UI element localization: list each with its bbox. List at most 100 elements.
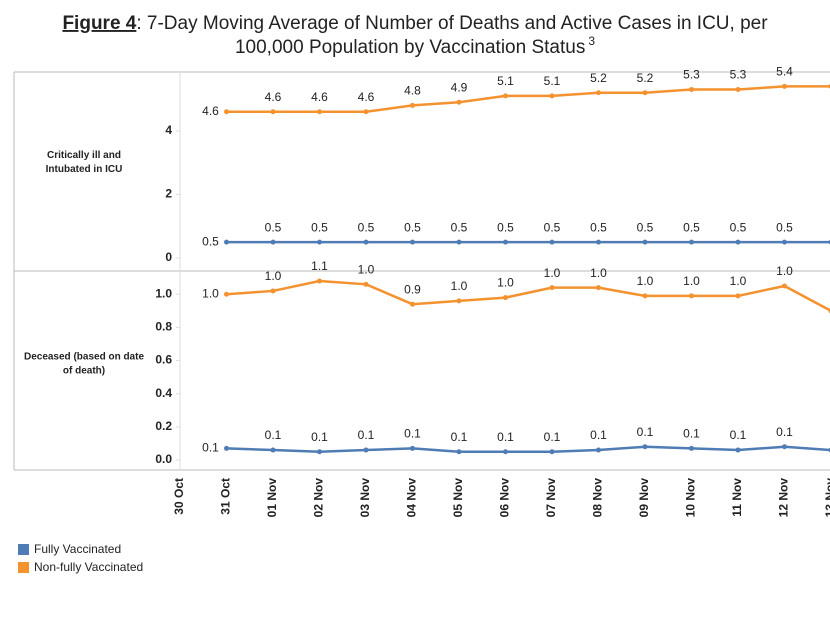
data-point — [363, 281, 369, 287]
data-label: 0.1 — [544, 430, 561, 444]
data-label: 5.2 — [590, 71, 607, 85]
data-label: 0.5 — [404, 220, 421, 234]
y-axis-label-line: Intubated in ICU — [46, 164, 123, 175]
legend-label: Fully Vaccinated — [34, 542, 121, 556]
data-label: 5.3 — [683, 68, 700, 82]
data-point — [596, 90, 601, 96]
x-tick-label: 05 Nov — [451, 478, 465, 518]
data-point — [782, 444, 787, 450]
data-label: 1.0 — [451, 279, 468, 293]
data-label: 4.6 — [358, 90, 375, 104]
data-point — [317, 109, 322, 115]
data-point — [456, 99, 462, 105]
data-label: 5.4 — [776, 65, 793, 79]
data-label: 0.1 — [358, 428, 375, 442]
data-label: 0.5 — [358, 220, 375, 234]
data-point — [317, 278, 322, 284]
data-point — [317, 449, 322, 455]
x-tick-label: 06 Nov — [498, 478, 512, 518]
y-tick-label: 0.8 — [155, 320, 172, 334]
y-tick-label: 4 — [165, 123, 172, 137]
figure-number: Figure 4 — [62, 13, 136, 34]
data-label: 1.0 — [358, 262, 375, 276]
data-label: 1.0 — [590, 266, 607, 280]
y-tick-label: 0.4 — [155, 386, 172, 400]
y-tick-label: 0.6 — [155, 353, 172, 367]
data-label: 0.5 — [544, 220, 561, 234]
data-point — [270, 288, 276, 294]
data-point — [224, 239, 229, 245]
data-point — [642, 293, 648, 299]
data-point — [503, 93, 508, 99]
data-point — [549, 449, 555, 455]
data-point — [224, 291, 229, 297]
data-point — [503, 449, 508, 455]
data-label: 4.6 — [202, 104, 219, 118]
data-label: 4.6 — [311, 90, 328, 104]
data-point — [270, 239, 276, 245]
data-point — [596, 285, 601, 291]
x-tick-label: 07 Nov — [544, 478, 558, 518]
data-point — [503, 239, 508, 245]
data-label: 0.1 — [730, 428, 747, 442]
data-point — [549, 285, 555, 291]
data-point — [782, 83, 787, 89]
data-label: 0.1 — [265, 428, 282, 442]
series-line — [226, 279, 830, 312]
data-label: 5.1 — [497, 74, 514, 88]
data-label: 0.5 — [265, 220, 282, 234]
x-tick-label: 09 Nov — [637, 478, 651, 518]
data-label: 5.1 — [544, 74, 561, 88]
x-tick-label: 03 Nov — [358, 478, 372, 518]
data-label: 0.5 — [637, 220, 654, 234]
data-point — [782, 283, 787, 289]
data-label: 4.8 — [404, 84, 421, 98]
data-point — [689, 87, 694, 93]
series-line — [226, 445, 830, 453]
legend-swatch — [18, 562, 29, 573]
y-tick-label: 0.0 — [155, 452, 172, 466]
data-label: 1.0 — [683, 274, 700, 288]
data-label: 0.5 — [776, 220, 793, 234]
data-point — [456, 239, 462, 245]
data-label: 1.1 — [311, 259, 328, 273]
data-label: 0.1 — [497, 430, 514, 444]
data-label: 0.1 — [404, 427, 421, 441]
data-point — [689, 293, 694, 299]
data-point — [735, 293, 741, 299]
data-point — [689, 239, 694, 245]
data-label: 0.5 — [590, 220, 607, 234]
data-label: 0.9 — [404, 282, 421, 296]
data-point — [410, 102, 415, 108]
data-label: 0.1 — [590, 428, 607, 442]
chart-subtitle: 100,000 Population by Vaccination Status… — [235, 34, 595, 58]
data-label: 0.5 — [730, 220, 747, 234]
data-point — [410, 239, 415, 245]
data-label: 1.0 — [776, 264, 793, 278]
data-label: 4.6 — [265, 90, 282, 104]
x-tick-label: 12 Nov — [777, 478, 791, 518]
subtitle-text: 100,000 Population by Vaccination Status — [235, 37, 585, 58]
x-tick-label: 08 Nov — [591, 478, 605, 518]
y-axis-label: Critically ill and Intubated in ICU — [46, 150, 123, 175]
x-tick-label: 01 Nov — [265, 478, 279, 518]
x-tick-label: 31 Oct — [219, 478, 233, 515]
data-point — [689, 445, 694, 451]
y-tick-label: 0 — [165, 250, 172, 264]
data-label: 0.1 — [451, 430, 468, 444]
y-axis-label-line: Critically ill and — [47, 150, 121, 161]
y-axis-label-line: of death) — [63, 365, 105, 376]
data-label: 0.5 — [202, 234, 219, 248]
data-label: 5.3 — [730, 68, 747, 82]
x-tick-label: 11 Nov — [730, 478, 744, 517]
data-point — [224, 109, 229, 115]
data-point — [363, 239, 369, 245]
data-point — [549, 93, 555, 99]
data-label: 0.1 — [683, 427, 700, 441]
data-point — [363, 447, 369, 453]
data-point — [224, 445, 229, 451]
data-point — [503, 295, 508, 301]
data-label: 1.0 — [730, 274, 747, 288]
series-line — [226, 85, 830, 114]
